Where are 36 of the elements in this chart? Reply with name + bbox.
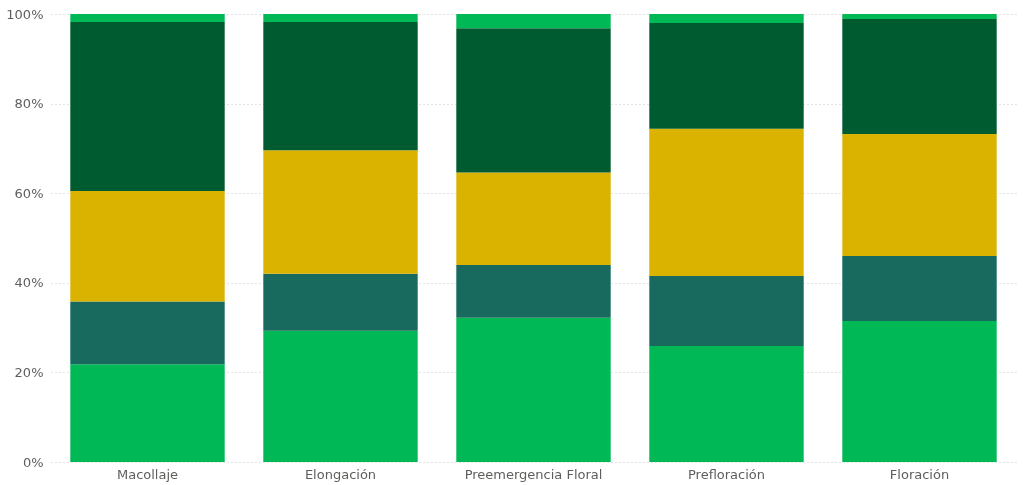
bar (70, 364, 225, 462)
y-tick-label: 100% (6, 6, 44, 22)
x-tick-label: Macollaje (116, 466, 179, 482)
bar (263, 22, 418, 151)
bar (649, 14, 804, 23)
bar (842, 14, 997, 19)
x-tick-label: Elongación (304, 466, 377, 482)
bar (649, 276, 804, 346)
x-tick-label: Preemergencia Floral (464, 466, 603, 482)
bar (456, 317, 611, 462)
y-tick-label: 20% (14, 364, 44, 380)
bar (842, 320, 997, 462)
bar (456, 172, 611, 265)
bar (649, 345, 804, 462)
bar (263, 330, 418, 462)
bar (263, 150, 418, 274)
x-tick-label: Floración (889, 466, 950, 482)
y-tick-label: 60% (14, 185, 44, 201)
bar (456, 28, 611, 173)
bar (649, 128, 804, 277)
bar (456, 14, 611, 29)
bar (842, 255, 997, 321)
bar (842, 18, 997, 135)
y-tick-label: 80% (14, 96, 44, 112)
bar (70, 301, 225, 365)
y-tick-label: 0% (22, 454, 44, 470)
bar (456, 264, 611, 318)
bar (649, 22, 804, 129)
bar (70, 22, 225, 191)
bar (263, 273, 418, 331)
bar (70, 190, 225, 302)
bar (70, 14, 225, 23)
bar (263, 14, 418, 23)
bar (842, 134, 997, 256)
x-tick-label: Prefloración (687, 466, 766, 482)
y-tick-label: 40% (14, 275, 44, 291)
